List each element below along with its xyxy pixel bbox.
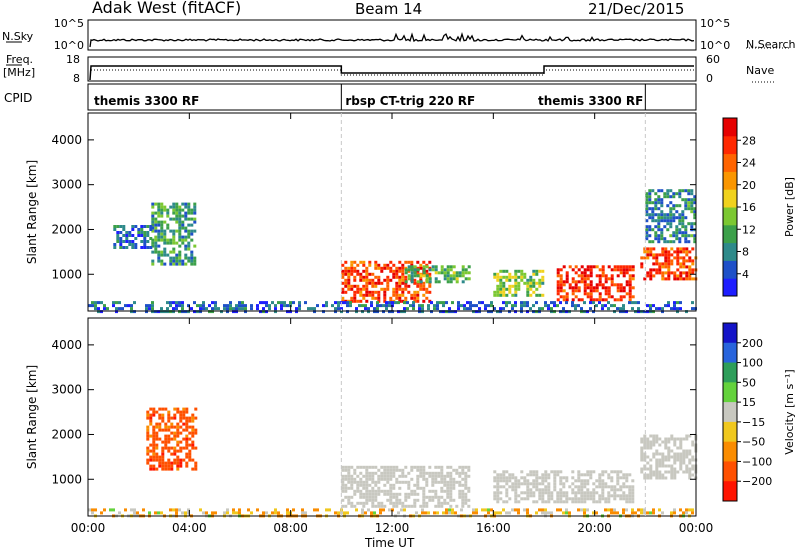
power-colorbar-cell-3	[723, 224, 737, 244]
velocity-y-axis-title: Slant Range [km]	[25, 365, 39, 469]
power-cbar-label-6: 28	[742, 134, 756, 147]
power-colorbar-cell-4	[723, 207, 737, 226]
xtick-label-3: 12:00	[375, 521, 410, 535]
velocity-cbar-label-3: 15	[742, 396, 756, 409]
power-colorbar-cell-6	[723, 171, 737, 190]
power-colorbar-cell-1	[723, 260, 737, 279]
xtick-label-2: 08:00	[273, 521, 308, 535]
nsky-label: N.Sky	[2, 30, 34, 43]
xtick-label-0: 00:00	[71, 521, 106, 535]
velocity-cbar-label-0: 200	[742, 337, 763, 350]
noise-right-tick-top: 10^5	[700, 17, 730, 30]
velocity-region-0	[146, 407, 198, 471]
power-region-4	[493, 269, 545, 297]
freq-panel-frame	[87, 56, 697, 82]
velocity-colorbar-cell-7	[723, 461, 737, 482]
cpid-panel-frame	[87, 83, 697, 111]
power-ytick-label-0: 1000	[51, 267, 82, 281]
velocity-ytick-label-3: 4000	[51, 338, 82, 352]
power-colorbar-cell-0	[723, 278, 737, 297]
velocity-colorbar-cell-4	[723, 402, 737, 423]
xtick-label-4: 16:00	[476, 521, 511, 535]
cpid-mode-0: themis 3300 RF	[94, 94, 199, 108]
freq-tick-bottom: 8	[73, 72, 80, 85]
x-axis-title: Time UT	[365, 536, 415, 550]
power-region-6	[640, 247, 698, 281]
velocity-ytick-label-0: 1000	[51, 472, 82, 486]
velocity-region-2	[493, 470, 635, 504]
power-cbar-label-2: 12	[742, 223, 756, 236]
velocity-colorbar-cell-3	[723, 382, 737, 403]
velocity-colorbar-cell-1	[723, 342, 737, 364]
noise-trace	[89, 32, 695, 48]
freq-unit-label: [MHz]	[3, 66, 36, 79]
nave-tick-bottom: 0	[706, 72, 713, 85]
velocity-cbar-label-2: 50	[742, 376, 756, 389]
xtick-label-1: 04:00	[172, 521, 207, 535]
station-title: Adak West (fitACF)	[92, 0, 242, 17]
power-cbar-label-3: 16	[742, 201, 756, 214]
power-y-axis-title: Slant Range [km]	[25, 160, 39, 264]
noise-right-tick-bottom: 10^0	[700, 39, 730, 52]
power-colorbar-cell-8	[723, 135, 737, 155]
power-region-8	[88, 301, 697, 314]
velocity-cbar-label-7: −200	[742, 475, 772, 488]
velocity-cbar-label-4: −15	[742, 416, 765, 429]
freq-label: Freq.	[6, 53, 34, 66]
xtick-label-5: 20:00	[577, 521, 612, 535]
velocity-ytick-label-2: 3000	[51, 383, 82, 397]
power-region-0	[151, 202, 197, 266]
power-colorbar-cell-7	[723, 153, 737, 172]
velocity-cbar-label-1: 100	[742, 357, 763, 370]
cpid-mode-1: rbsp CT-trig 220 RF	[345, 94, 475, 108]
power-colorbar-title: Power [dB]	[783, 177, 796, 237]
freq-tick-top: 18	[66, 53, 80, 66]
power-colorbar	[723, 118, 737, 297]
power-region-5	[556, 265, 635, 302]
freq-trace	[89, 65, 694, 81]
power-ytick-label-1: 2000	[51, 222, 82, 236]
date-title: 21/Dec/2015	[588, 0, 685, 18]
velocity-ytick-label-1: 2000	[51, 427, 82, 441]
velocity-colorbar-cell-8	[723, 481, 737, 502]
velocity-region-3	[640, 434, 698, 480]
power-cbar-label-5: 24	[742, 157, 756, 170]
beam-title: Beam 14	[355, 0, 423, 18]
power-region-3	[404, 265, 471, 284]
velocity-cbar-label-5: −50	[742, 436, 765, 449]
nsearch-label: N.Search	[746, 38, 796, 51]
power-ytick-label-3: 4000	[51, 133, 82, 147]
velocity-colorbar-frame	[722, 322, 738, 502]
power-cbar-label-1: 8	[742, 246, 749, 259]
velocity-colorbar-cell-2	[723, 362, 737, 383]
velocity-colorbar	[723, 323, 737, 502]
power-cbar-label-0: 4	[742, 268, 749, 281]
nave-tick-top: 60	[706, 53, 720, 66]
velocity-colorbar-cell-0	[723, 323, 737, 344]
velocity-colorbar-cell-6	[723, 441, 737, 462]
power-colorbar-cell-9	[723, 118, 737, 137]
velocity-cbar-label-6: −100	[742, 455, 772, 468]
nave-label: Nave	[746, 64, 775, 77]
power-colorbar-cell-2	[723, 242, 737, 261]
xtick-label-6: 00:00	[679, 521, 714, 535]
velocity-colorbar-cell-5	[723, 421, 737, 443]
noise-panel-frame	[87, 19, 697, 51]
velocity-region-1	[341, 465, 471, 508]
power-region-1	[113, 225, 153, 249]
power-cbar-label-4: 20	[742, 179, 756, 192]
power-ytick-label-2: 3000	[51, 178, 82, 192]
noise-tick-bottom: 10^0	[54, 39, 84, 52]
power-region-7	[645, 189, 697, 244]
cpid-mode-2: themis 3300 RF	[538, 94, 643, 108]
power-colorbar-cell-5	[723, 189, 737, 208]
velocity-colorbar-title: Velocity [m s⁻¹]	[783, 369, 796, 454]
noise-tick-top: 10^5	[54, 17, 84, 30]
cpid-label: CPID	[4, 91, 33, 105]
